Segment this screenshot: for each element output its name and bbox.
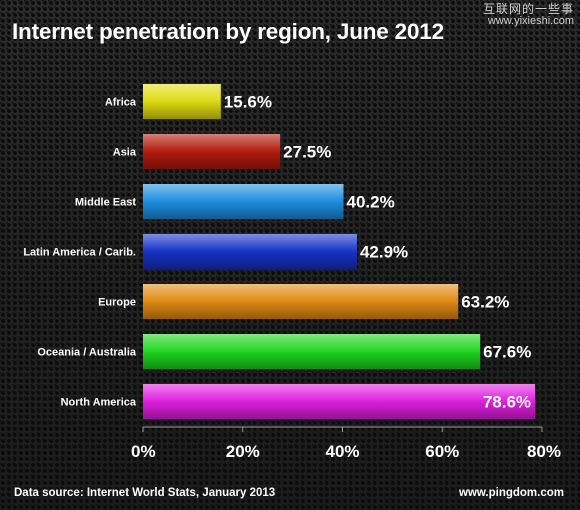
category-label-africa: Africa [105,97,137,109]
category-label-europe: Europe [98,297,136,309]
value-label-oceania-australia: 67.6% [483,343,531,362]
x-tick-label-80: 80% [527,442,561,461]
category-label-asia: Asia [113,147,137,159]
bar-shine-asia [143,134,281,169]
watermark: 互联网的一些事 www.yixieshi.com [483,3,574,27]
value-label-north-america: 78.6% [483,393,531,412]
x-tick-label-0: 0% [131,442,156,461]
x-tick-label-60: 60% [425,442,459,461]
x-tick-label-20: 20% [226,442,260,461]
watermark-site-name: 互联网的一些事 [482,2,574,16]
value-label-middle-east: 40.2% [346,193,394,212]
value-label-latin-america-carib: 42.9% [360,243,408,262]
bar-shine-africa [143,84,221,119]
bar-shine-europe [143,284,459,319]
category-label-latin-america-carib: Latin America / Carib. [23,247,136,259]
bar-shine-latin-america-carib [143,234,357,269]
value-label-europe: 63.2% [461,293,509,312]
bar-shine-middle-east [143,184,344,219]
x-tick-label-40: 40% [325,442,359,461]
value-label-asia: 27.5% [283,143,331,162]
category-label-middle-east: Middle East [75,197,136,209]
chart-title: Internet penetration by region, June 201… [12,19,444,44]
x-axis: 0% 20% 40% 60% 80% [131,426,561,461]
value-label-africa: 15.6% [224,93,272,112]
bars-layer: Africa 15.6% Asia 27.5% Middle East 40.2% Lati… [23,84,536,419]
bar-shine-north-america [143,384,536,419]
bar-shine-oceania-australia [143,334,481,369]
site-credit: www.pingdom.com [459,487,564,499]
data-source-note: Data source: Internet World Stats, Janua… [14,487,276,499]
category-label-oceania-australia: Oceania / Australia [37,347,137,359]
category-label-north-america: North America [61,397,137,409]
watermark-url: www.yixieshi.com [487,14,574,27]
